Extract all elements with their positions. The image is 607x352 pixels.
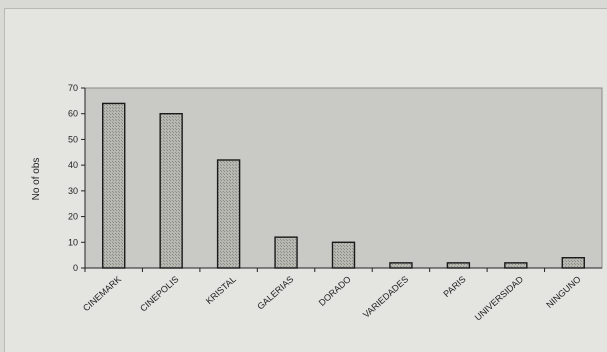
x-category-label: CINEMARK <box>81 274 123 313</box>
x-category-label: VARIEDADES <box>361 274 410 320</box>
x-category-label: NINGUNO <box>544 274 582 310</box>
y-tick-label: 10 <box>68 237 78 247</box>
y-axis-title: No of obs <box>31 158 42 201</box>
bar-ninguno <box>561 257 585 269</box>
y-tick-label: 40 <box>68 160 78 170</box>
x-category-label: PARIS <box>441 274 467 299</box>
bar-chart: 0 10 20 30 40 50 60 70 CINEMARK CINEPOLIS KRISTAL… <box>31 83 603 323</box>
x-category-label: GALERIAS <box>255 274 295 312</box>
bar-cinepolis <box>159 113 183 269</box>
x-category-label: DORADO <box>317 274 353 308</box>
chart-frame: 0 10 20 30 40 50 60 70 CINEMARK CINEPOLIS KRISTAL… <box>4 8 607 352</box>
bar-galerias <box>274 236 298 269</box>
y-tick-label: 70 <box>68 83 78 93</box>
bar-cinemark <box>102 102 126 269</box>
y-tick-label: 60 <box>68 109 78 119</box>
bar-variedades <box>389 262 413 269</box>
bars <box>102 102 585 269</box>
bar-dorado <box>331 241 356 269</box>
y-tick-label: 30 <box>68 186 78 196</box>
y-tick-label: 20 <box>68 212 78 222</box>
bar-paris <box>446 262 471 269</box>
bar-kristal <box>216 159 241 269</box>
y-tick-label: 0 <box>73 263 78 273</box>
y-tick-label: 50 <box>68 134 78 144</box>
x-category-label: UNIVERSIDAD <box>473 274 526 323</box>
x-category-label: KRISTAL <box>204 274 238 306</box>
x-axis-labels: CINEMARK CINEPOLIS KRISTAL GALERIAS DORADO VA… <box>81 268 583 323</box>
bar-universidad <box>504 262 528 269</box>
x-category-label: CINEPOLIS <box>138 274 180 314</box>
